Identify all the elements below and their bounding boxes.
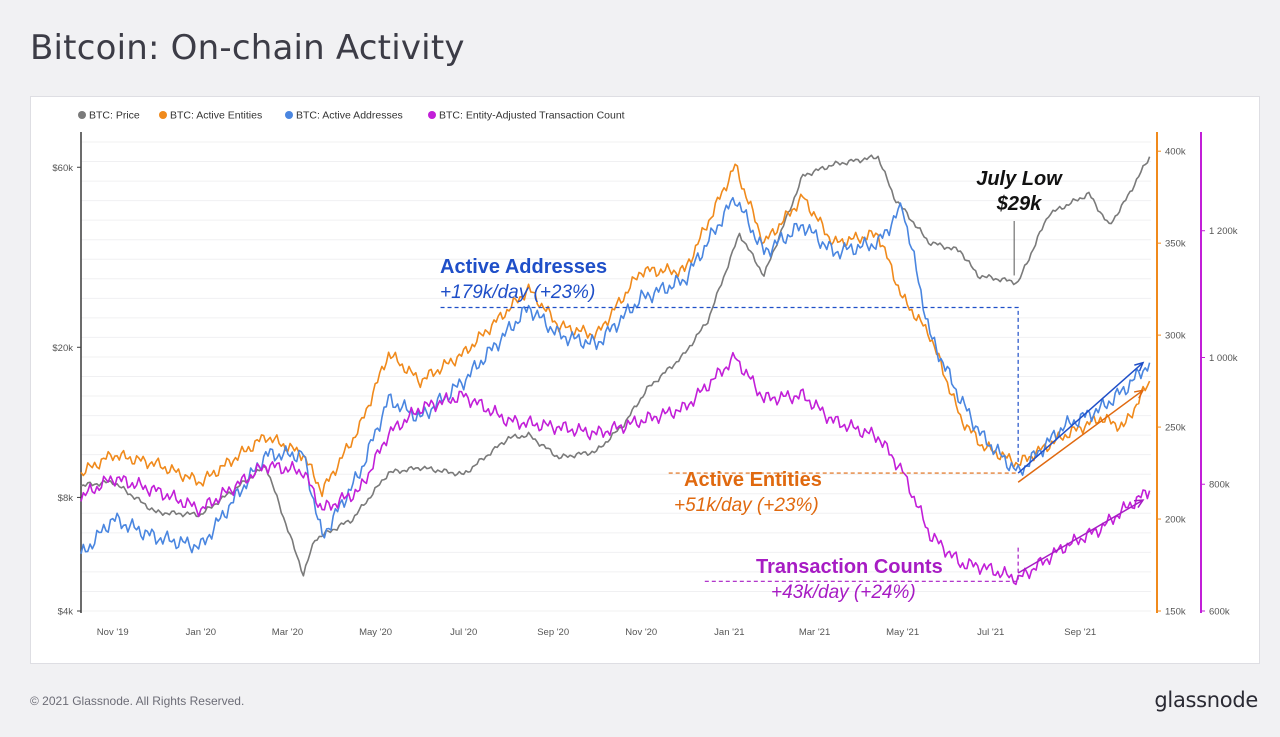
- legend-label-active-addresses: BTC: Active Addresses: [296, 110, 403, 122]
- chart-card: BTC: Price BTC: Active Entities BTC: Act…: [30, 96, 1260, 664]
- active-addresses-trend-arrowhead: [1134, 361, 1145, 372]
- copyright-text: © 2021 Glassnode. All Rights Reserved.: [30, 694, 245, 708]
- legend-item-active-entities[interactable]: BTC: Active Entities: [159, 110, 262, 122]
- x-tick-label: Mar '21: [799, 627, 830, 638]
- left-tick-label: $20k: [52, 343, 73, 354]
- right-tick-label-entities: 250k: [1165, 423, 1186, 434]
- annotation-july-low: July Low $29k: [976, 168, 1063, 215]
- right-tick-label-tx: 600k: [1209, 607, 1230, 618]
- series-line-tx-count: [80, 351, 1151, 586]
- annotation-active-addresses: Active Addresses +179k/day (+23%): [440, 256, 607, 303]
- brand-logo[interactable]: glassnode: [1154, 688, 1258, 712]
- left-tick-label: $8k: [58, 493, 74, 504]
- x-tick-label: Jul '20: [450, 627, 477, 638]
- annotation-active-entities: Active Entities +51k/day (+23%): [674, 469, 822, 516]
- x-tick-label: Mar '20: [272, 627, 303, 638]
- transaction-counts-detail: +43k/day (+24%): [771, 582, 916, 603]
- x-tick-label: Nov '20: [625, 627, 657, 638]
- legend-dot-tx-count: [428, 111, 436, 119]
- right-tick-label-entities: 350k: [1165, 239, 1186, 250]
- right-tick-label-entities: 200k: [1165, 515, 1186, 526]
- legend-dot-active-entities: [159, 111, 167, 119]
- right-tick-label-entities: 400k: [1165, 147, 1186, 158]
- left-tick-label: $4k: [58, 607, 74, 618]
- right-tick-label-entities: 300k: [1165, 331, 1186, 342]
- legend-item-price[interactable]: BTC: Price: [78, 110, 140, 122]
- active-entities-detail: +51k/day (+23%): [674, 495, 819, 516]
- july-low-value: $29k: [996, 193, 1042, 215]
- transaction-counts-title: Transaction Counts: [756, 556, 943, 578]
- right-tick-label-entities: 150k: [1165, 607, 1186, 618]
- legend[interactable]: BTC: Price BTC: Active Entities BTC: Act…: [78, 110, 625, 122]
- chart-svg: BTC: Price BTC: Active Entities BTC: Act…: [52, 110, 1238, 639]
- active-addresses-title: Active Addresses: [440, 256, 607, 278]
- axes: $4k $8k $20k $60k 150k 200k 250k 300k 350k 400k 60…: [52, 132, 1238, 638]
- x-tick-label: Jan '20: [186, 627, 216, 638]
- right-tick-label-tx: 1 000k: [1209, 353, 1238, 364]
- x-tick-label: May '20: [359, 627, 392, 638]
- active-addresses-detail: +179k/day (+23%): [440, 282, 595, 303]
- transaction-counts-trend-arrow: [1017, 499, 1144, 574]
- transaction-counts-trend-arrowhead: [1133, 499, 1145, 508]
- x-tick-label: Jan '21: [714, 627, 744, 638]
- series-line-active-addresses: [80, 196, 1151, 554]
- annotation-lines: [440, 221, 1145, 582]
- gridlines: [81, 141, 1151, 612]
- legend-item-tx-count[interactable]: BTC: Entity-Adjusted Transaction Count: [428, 110, 625, 122]
- x-tick-label: Sep '21: [1064, 627, 1096, 638]
- legend-label-tx-count: BTC: Entity-Adjusted Transaction Count: [439, 110, 625, 122]
- x-tick-label: Sep '20: [537, 627, 569, 638]
- active-addresses-trend-arrow: [1017, 362, 1144, 474]
- annotation-transaction-counts: Transaction Counts +43k/day (+24%): [756, 556, 943, 603]
- legend-dot-active-addresses: [285, 111, 293, 119]
- legend-label-active-entities: BTC: Active Entities: [170, 110, 262, 122]
- page-title: Bitcoin: On-chain Activity: [30, 28, 465, 68]
- legend-item-active-addresses[interactable]: BTC: Active Addresses: [285, 110, 403, 122]
- active-entities-title: Active Entities: [684, 469, 822, 491]
- legend-dot-price: [78, 111, 86, 119]
- series-lines: [80, 154, 1151, 586]
- active-addresses-dashed-guide: [440, 306, 1019, 464]
- series-line-price: [80, 154, 1151, 577]
- series-line-active-entities: [80, 163, 1151, 498]
- right-tick-label-tx: 1 200k: [1209, 226, 1238, 237]
- x-tick-label: Jul '21: [977, 627, 1004, 638]
- active-entities-trend-arrowhead: [1134, 389, 1145, 399]
- x-tick-label: May '21: [886, 627, 919, 638]
- right-tick-label-tx: 800k: [1209, 480, 1230, 491]
- active-entities-trend-arrow: [1017, 389, 1144, 483]
- x-tick-label: Nov '19: [97, 627, 129, 638]
- july-low-title: July Low: [976, 168, 1063, 190]
- legend-label-price: BTC: Price: [89, 110, 140, 122]
- left-tick-label: $60k: [52, 163, 73, 174]
